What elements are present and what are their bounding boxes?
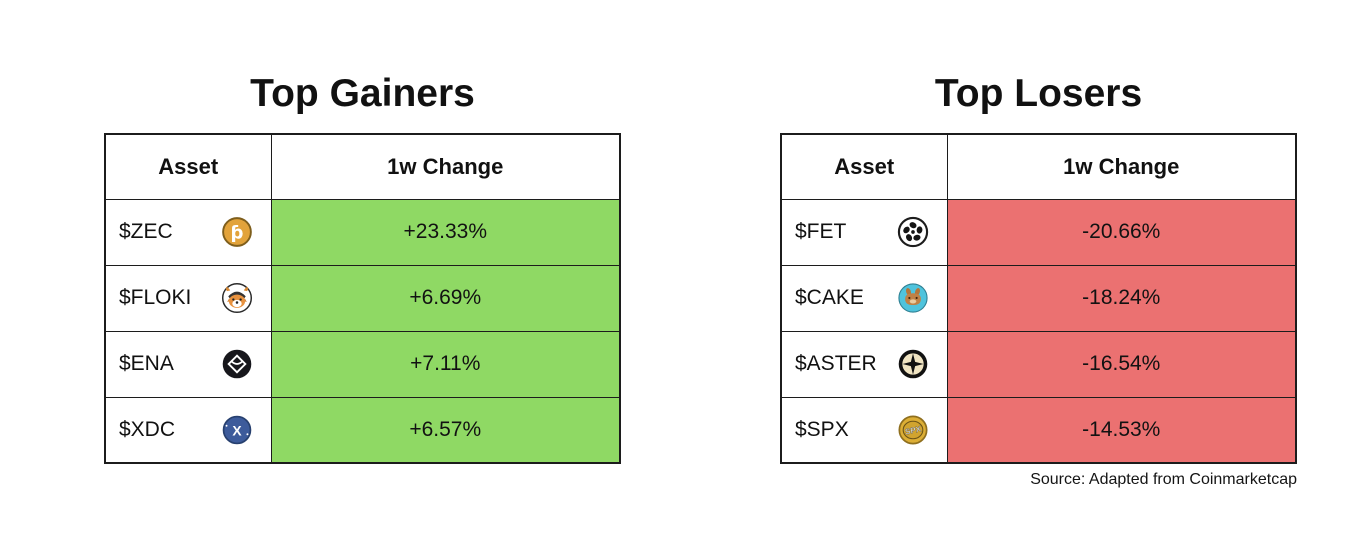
top-losers-panel: Top Losers Asset 1w Change $FET	[780, 0, 1297, 464]
asset-ticker: $XDC	[119, 417, 176, 441]
change-value: +7.11%	[270, 330, 621, 398]
asset-ticker: $ASTER	[795, 352, 877, 375]
change-value: -18.24%	[946, 264, 1297, 332]
change-value: -14.53%	[946, 396, 1297, 464]
spx6900-coin-icon: SPX	[897, 415, 928, 445]
column-header-change: 1w Change	[946, 133, 1297, 200]
zcash-coin-icon: ƥ	[221, 217, 252, 247]
aster-coin-icon	[898, 349, 927, 379]
asset-ticker: $FET	[795, 220, 847, 243]
asset-ticker: $SPX	[795, 417, 849, 441]
source-note: Source: Adapted from Coinmarketcap	[1030, 471, 1297, 488]
top-gainers-table: Asset 1w Change $ZEC ƥ +23.33% $FLOKI	[104, 133, 621, 464]
table-row: $ASTER -16.54%	[780, 330, 1297, 398]
column-header-change: 1w Change	[270, 133, 621, 200]
asset-cell: $ZEC ƥ	[104, 198, 272, 266]
pancakeswap-coin-icon	[897, 283, 928, 313]
table-row: $SPX SPX -14.53%	[780, 396, 1297, 464]
table-row: $XDC X +6.57%	[104, 396, 621, 464]
table-row: $FET -20.66%	[780, 198, 1297, 266]
table-row: $ZEC ƥ +23.33%	[104, 198, 621, 266]
top-losers-table: Asset 1w Change $FET	[780, 133, 1297, 464]
change-value: +23.33%	[270, 198, 621, 266]
table-row: $CAKE -18.24%	[780, 264, 1297, 332]
change-value: +6.57%	[270, 396, 621, 464]
asset-cell: $FET	[780, 198, 948, 266]
header-row: Asset 1w Change	[104, 133, 621, 200]
asset-cell: $CAKE	[780, 264, 948, 332]
asset-cell: $ASTER	[780, 330, 948, 398]
asset-ticker: $CAKE	[795, 286, 864, 309]
header-row: Asset 1w Change	[780, 133, 1297, 200]
ethena-coin-icon	[222, 349, 251, 379]
svg-text:X: X	[232, 422, 242, 438]
asset-cell: $SPX SPX	[780, 396, 948, 464]
table-row: $ENA +7.11%	[104, 330, 621, 398]
svg-text:SPX: SPX	[904, 424, 922, 436]
top-gainers-panel: Top Gainers Asset 1w Change $ZEC ƥ +23.3…	[104, 0, 621, 464]
top-losers-title: Top Losers	[934, 72, 1143, 115]
top-gainers-title: Top Gainers	[250, 72, 475, 115]
asset-ticker: $ZEC	[119, 220, 173, 243]
fetch-ai-coin-icon	[897, 216, 928, 248]
column-header-asset: Asset	[780, 133, 948, 200]
asset-ticker: $FLOKI	[119, 286, 192, 309]
table-row: $FLOKI +6.69%	[104, 264, 621, 332]
change-value: +6.69%	[270, 264, 621, 332]
floki-coin-icon	[221, 282, 252, 314]
asset-cell: $FLOKI	[104, 264, 272, 332]
xdc-coin-icon: X	[222, 415, 251, 445]
asset-ticker: $ENA	[119, 352, 174, 375]
asset-cell: $ENA	[104, 330, 272, 398]
change-value: -20.66%	[946, 198, 1297, 266]
change-value: -16.54%	[946, 330, 1297, 398]
svg-text:ƥ: ƥ	[230, 222, 243, 243]
asset-cell: $XDC X	[104, 396, 272, 464]
column-header-asset: Asset	[104, 133, 272, 200]
